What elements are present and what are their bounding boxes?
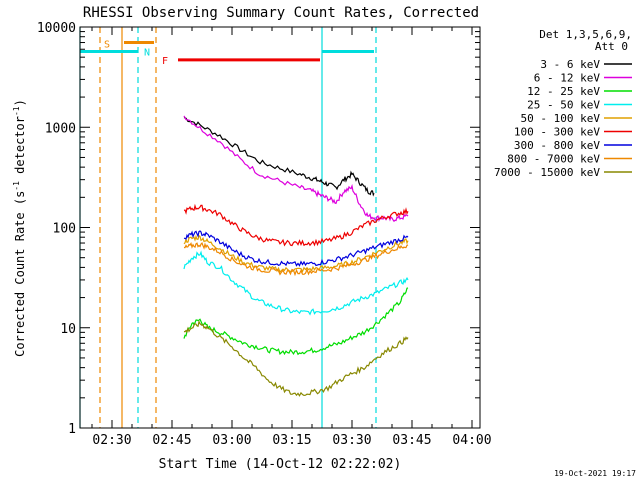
y-axis-label-sup2: -1: [12, 106, 21, 116]
y-axis-label-mid: detector: [13, 116, 27, 181]
x-axis-ticks: 02:30 02:45 03:00 03:15 03:30 03:45 04:00: [91, 27, 492, 448]
x-tick-label: 04:00: [452, 433, 491, 448]
y-tick-label: 1: [68, 422, 76, 437]
series-line: [183, 319, 409, 397]
series-line: [183, 242, 409, 277]
series-line: [183, 234, 409, 274]
x-tick-label: 03:30: [332, 433, 371, 448]
y-tick-label: 1000: [45, 121, 76, 136]
x-tick-label: 03:45: [392, 433, 431, 448]
state-vertical-lines: [79, 27, 377, 428]
x-tick-label: 03:00: [212, 433, 251, 448]
series-line: [183, 117, 375, 197]
legend-label: 12 - 25 keV: [527, 85, 600, 98]
x-tick-label: 02:45: [152, 433, 191, 448]
legend-label: 100 - 300 keV: [514, 126, 600, 139]
y-tick-label: 100: [53, 222, 76, 237]
legend-header-line-2: Att 0: [595, 40, 628, 53]
y-axis-label-main: Corrected Count Rate (s: [13, 191, 27, 357]
y-tick-label: 10000: [37, 21, 76, 36]
legend-label: 6 - 12 keV: [534, 72, 601, 85]
footer-date: 19-Oct-2021 19:17: [554, 469, 636, 478]
series-line: [183, 203, 409, 247]
chart-title: RHESSI Observing Summary Count Rates, Co…: [83, 5, 479, 21]
legend-label: 300 - 800 keV: [514, 139, 600, 152]
state-bar-label: N: [144, 47, 150, 58]
legend-header-line-1: Det 1,3,5,6,9,: [539, 28, 632, 41]
y-tick-label: 10: [60, 322, 76, 337]
legend-label: 800 - 7000 keV: [507, 153, 600, 166]
legend-label: 7000 - 15000 keV: [494, 166, 600, 179]
y-axis-label: Corrected Count Rate (s-1 detector-1): [12, 99, 27, 357]
legend-label: 25 - 50 keV: [527, 99, 600, 112]
x-tick-label: 03:15: [272, 433, 311, 448]
series-line: [183, 287, 409, 356]
legend-label: 50 - 100 keV: [521, 112, 601, 125]
series-line: [183, 115, 409, 223]
state-bar-label: S: [104, 40, 110, 51]
x-tick-label: 02:30: [92, 433, 131, 448]
plot-frame: [79, 26, 481, 429]
series-line: [183, 250, 409, 316]
legend-label: 3 - 6 keV: [540, 58, 600, 71]
y-axis-label-end: ): [13, 99, 27, 106]
state-bars: S N F: [80, 40, 374, 67]
x-axis-label: Start Time (14-Oct-12 02:22:02): [159, 457, 402, 472]
state-bar-label: F: [162, 56, 168, 67]
y-axis-ticks: 1 10 100 1000 10000: [37, 21, 480, 437]
series-group: [183, 115, 409, 397]
series-line: [183, 230, 409, 267]
y-axis-label-sup1: -1: [12, 181, 21, 191]
